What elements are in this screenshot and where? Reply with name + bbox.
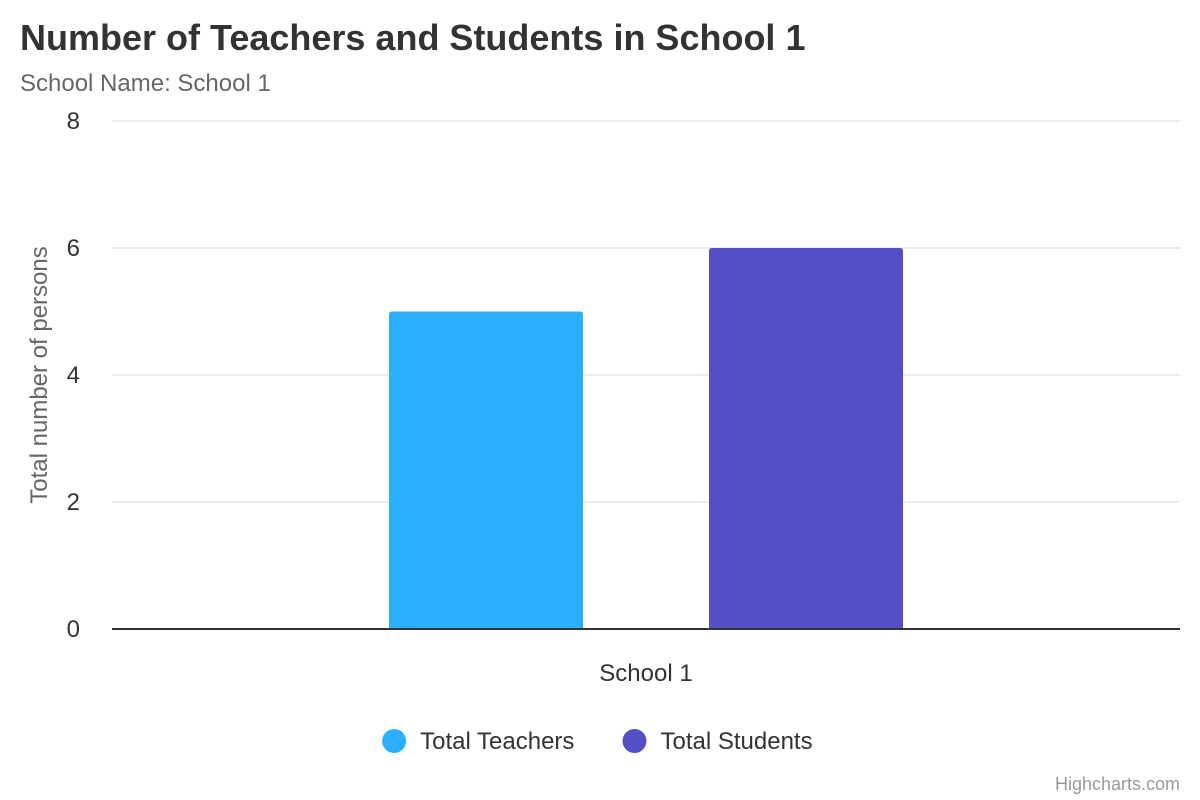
y-tick-label: 4 <box>67 362 80 389</box>
x-tick-label: School 1 <box>599 660 692 687</box>
legend-item-total-teachers[interactable]: Total Teachers <box>382 728 574 755</box>
x-axis-ticks: School 1 <box>599 660 692 687</box>
chart-title: Number of Teachers and Students in Schoo… <box>20 17 805 58</box>
legend-label: Total Students <box>661 728 813 755</box>
y-axis-title: Total number of persons <box>26 246 53 503</box>
legend-item-total-students[interactable]: Total Students <box>622 728 813 755</box>
bar-total-students[interactable] <box>709 248 903 629</box>
legend-marker <box>622 729 647 753</box>
bars-group <box>389 248 903 629</box>
y-tick-label: 0 <box>67 616 80 643</box>
bar-total-teachers[interactable] <box>389 311 583 630</box>
legend-marker <box>382 729 407 753</box>
y-tick-label: 8 <box>67 108 80 135</box>
legend: Total Teachers Total Students <box>382 728 813 755</box>
chart-subtitle: School Name: School 1 <box>20 70 271 97</box>
credits-link[interactable]: Highcharts.com <box>1055 774 1180 794</box>
y-tick-label: 6 <box>67 235 80 262</box>
y-gridlines <box>112 120 1180 503</box>
y-tick-label: 2 <box>67 489 80 516</box>
legend-label: Total Teachers <box>420 728 574 755</box>
y-axis-ticks: 0 2 4 6 8 <box>67 108 80 643</box>
